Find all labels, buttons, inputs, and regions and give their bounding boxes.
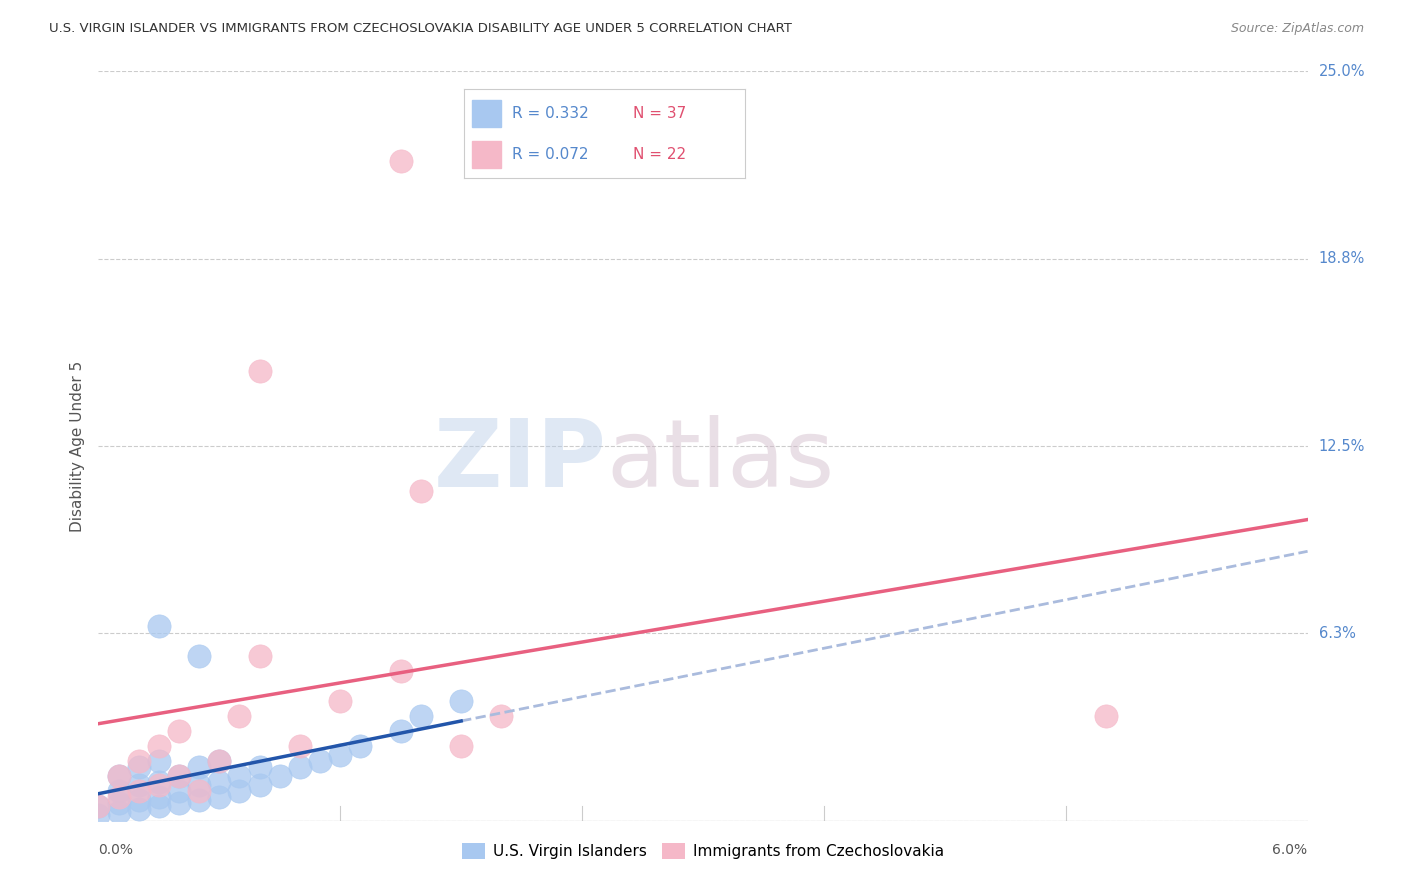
Point (249, 778, 271, 792)
Point (389, 723, 412, 738)
Point (107, 805, 129, 819)
Point (450, 739, 472, 753)
Point (491, 708, 513, 723)
Point (148, 774, 170, 789)
Point (188, 783, 211, 797)
Point (269, 769, 291, 783)
Point (228, 708, 250, 723)
Legend: U.S. Virgin Islanders, Immigrants from Czechoslovakia: U.S. Virgin Islanders, Immigrants from C… (456, 838, 950, 865)
Point (228, 783, 250, 797)
Point (128, 754, 150, 768)
Point (288, 760, 311, 774)
Point (409, 708, 432, 723)
Point (87, 798, 110, 813)
Point (107, 789, 129, 804)
Point (167, 783, 190, 797)
Point (167, 796, 190, 810)
Point (409, 483, 432, 498)
Point (389, 154, 412, 169)
Point (87, 798, 110, 813)
Point (107, 769, 129, 783)
Point (249, 648, 271, 663)
Text: N = 37: N = 37 (633, 106, 686, 120)
Text: 25.0%: 25.0% (1319, 64, 1365, 78)
Point (249, 364, 271, 378)
Bar (472, 100, 501, 127)
Text: 18.8%: 18.8% (1319, 252, 1365, 266)
Point (167, 769, 190, 783)
Text: N = 22: N = 22 (633, 147, 686, 161)
Text: 6.3%: 6.3% (1319, 626, 1355, 640)
Point (188, 648, 211, 663)
Point (128, 802, 150, 816)
Text: ZIP: ZIP (433, 415, 606, 507)
Point (309, 754, 332, 768)
Text: U.S. VIRGIN ISLANDER VS IMMIGRANTS FROM CZECHOSLOVAKIA DISABILITY AGE UNDER 5 CO: U.S. VIRGIN ISLANDER VS IMMIGRANTS FROM … (49, 22, 792, 36)
Bar (472, 141, 501, 168)
Point (148, 798, 170, 813)
Point (188, 778, 211, 792)
Point (208, 754, 231, 768)
Point (329, 747, 352, 762)
Text: 0.0%: 0.0% (98, 843, 134, 857)
Text: 6.0%: 6.0% (1272, 843, 1308, 857)
Point (288, 739, 311, 753)
Point (148, 754, 170, 768)
Point (228, 769, 250, 783)
Point (208, 754, 231, 768)
Point (128, 783, 150, 797)
Point (208, 789, 231, 804)
Point (148, 789, 170, 804)
Text: R = 0.332: R = 0.332 (512, 106, 589, 120)
Point (107, 796, 129, 810)
Point (87, 807, 110, 822)
Text: 12.5%: 12.5% (1319, 439, 1365, 453)
Point (1095, 708, 1118, 723)
Point (128, 792, 150, 806)
Text: atlas: atlas (606, 415, 835, 507)
Point (128, 778, 150, 792)
Text: R = 0.072: R = 0.072 (512, 147, 588, 161)
Point (329, 694, 352, 708)
Point (208, 774, 231, 789)
Point (167, 769, 190, 783)
Point (349, 739, 371, 753)
Y-axis label: Disability Age Under 5: Disability Age Under 5 (69, 360, 84, 532)
Point (148, 619, 170, 633)
Point (107, 769, 129, 783)
Text: Source: ZipAtlas.com: Source: ZipAtlas.com (1230, 22, 1364, 36)
Point (188, 792, 211, 806)
Point (450, 694, 472, 708)
Point (249, 760, 271, 774)
Point (389, 664, 412, 678)
Point (148, 778, 170, 792)
Point (188, 760, 211, 774)
Point (107, 783, 129, 797)
Point (128, 760, 150, 774)
Point (167, 723, 190, 738)
Point (148, 739, 170, 753)
